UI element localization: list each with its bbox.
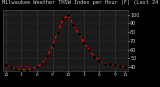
Text: Milwaukee Weather THSW Index per Hour (F) (Last 24 Hours): Milwaukee Weather THSW Index per Hour (F… xyxy=(2,0,160,5)
